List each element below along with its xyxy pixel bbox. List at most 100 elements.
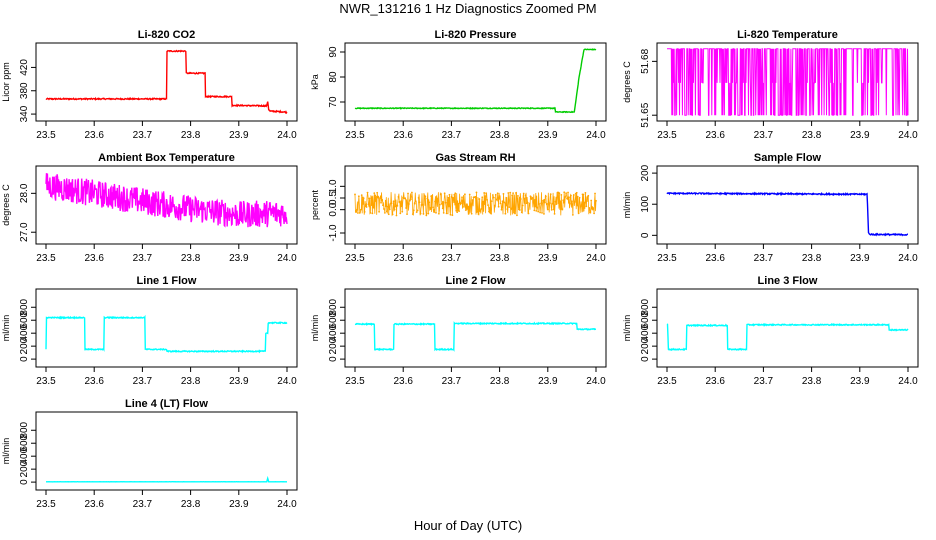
- series-point: [479, 209, 482, 212]
- panel-title: Li-820 CO2: [138, 29, 195, 41]
- series-point: [470, 212, 473, 215]
- series-point: [561, 208, 564, 211]
- series-point: [431, 194, 434, 197]
- y-tick-label: 28.0: [19, 183, 30, 203]
- series-point: [536, 206, 539, 209]
- series-point: [448, 193, 451, 196]
- series-point: [543, 212, 545, 215]
- series-point: [502, 193, 505, 195]
- x-tick-label: 23.8: [490, 130, 510, 141]
- series-point: [532, 201, 535, 204]
- series-point: [544, 195, 547, 198]
- y-tick-label: 200: [19, 337, 30, 354]
- series-point: [387, 213, 390, 216]
- y-axis-label: ml/min: [622, 315, 632, 342]
- series-point: [492, 196, 495, 199]
- y-tick-label: 51.65: [640, 102, 651, 127]
- series-point: [533, 209, 536, 212]
- y-axis-label: degrees C: [622, 61, 632, 103]
- panel-frame: [35, 42, 298, 122]
- y-tick-label: 1.0: [328, 179, 339, 193]
- y-axis-label: kPa: [310, 74, 320, 90]
- x-tick-label: 23.8: [490, 376, 510, 387]
- series-point: [373, 192, 376, 195]
- series-point: [552, 208, 555, 211]
- series-point: [579, 205, 582, 208]
- series-point: [562, 199, 565, 202]
- series-point: [439, 193, 442, 196]
- panel-title: Gas Stream RH: [435, 152, 515, 164]
- y-tick-label: 400: [640, 324, 651, 341]
- series-point: [463, 193, 466, 196]
- series-point: [485, 192, 488, 195]
- panel-frame: [35, 411, 298, 491]
- series-point: [443, 192, 446, 195]
- series-point: [382, 204, 384, 207]
- y-tick-label: 200: [19, 460, 30, 477]
- series-point: [438, 203, 441, 206]
- series-point: [509, 191, 512, 194]
- panel-title: Line 2 Flow: [446, 275, 506, 287]
- series-point: [404, 197, 407, 200]
- series-point: [553, 212, 556, 215]
- y-tick-label: 340: [19, 105, 30, 122]
- series-point: [590, 199, 593, 202]
- series-point: [465, 208, 468, 210]
- series-point: [357, 195, 360, 198]
- y-axis-label: percent: [310, 189, 320, 220]
- series-point: [447, 196, 450, 199]
- series-point: [359, 208, 362, 211]
- y-axis-label: Licor ppm: [1, 62, 11, 102]
- x-tick-label: 23.9: [538, 253, 558, 264]
- x-tick-label: 23.7: [442, 376, 462, 387]
- x-tick-label: 23.5: [345, 376, 365, 387]
- series-point: [501, 200, 504, 203]
- series-point: [398, 201, 401, 203]
- panel-frame: [344, 165, 607, 245]
- panel-title: Ambient Box Temperature: [98, 152, 235, 164]
- y-tick-label: 100: [640, 195, 651, 212]
- series-point: [526, 201, 529, 204]
- series-point: [545, 202, 548, 205]
- series-line: [45, 49, 288, 115]
- series-point: [369, 211, 372, 214]
- panel-title: Line 3 Flow: [758, 275, 818, 287]
- series-point: [568, 196, 570, 199]
- series-point: [504, 212, 507, 215]
- series-point: [547, 203, 550, 206]
- series-point: [540, 202, 542, 205]
- series-point: [559, 200, 562, 203]
- series-point: [461, 196, 463, 199]
- x-tick-label: 23.9: [229, 253, 249, 264]
- series-line: [666, 191, 908, 237]
- series-point: [546, 208, 549, 211]
- y-tick-label: 27.0: [19, 222, 30, 242]
- y-tick-label: 380: [19, 82, 30, 99]
- series-point: [437, 198, 439, 201]
- series-point: [510, 207, 513, 210]
- y-tick-label: 800: [640, 298, 651, 315]
- series-point: [497, 205, 500, 208]
- y-tick-label: 600: [19, 434, 30, 451]
- series-point: [588, 206, 591, 209]
- series-point: [494, 193, 497, 196]
- series-point: [401, 210, 404, 213]
- series-point: [442, 211, 445, 214]
- series-point: [458, 210, 461, 213]
- series-point: [355, 210, 357, 213]
- series-point: [416, 209, 419, 212]
- series-point: [512, 192, 514, 195]
- series-point: [535, 209, 538, 212]
- series-point: [467, 205, 470, 208]
- x-tick-label: 23.9: [538, 376, 558, 387]
- series-point: [436, 197, 438, 200]
- panel-9: Line 3 Flow ml/min 23.5 23.6 23.7 23.8 23.9 24.…: [622, 275, 919, 387]
- series-point: [354, 193, 356, 196]
- series-point: [356, 212, 359, 214]
- y-tick-label: 420: [19, 59, 30, 76]
- series-point: [415, 211, 418, 214]
- panel-frame: [344, 42, 607, 122]
- x-tick-label: 23.5: [345, 253, 365, 264]
- series-point: [583, 201, 586, 204]
